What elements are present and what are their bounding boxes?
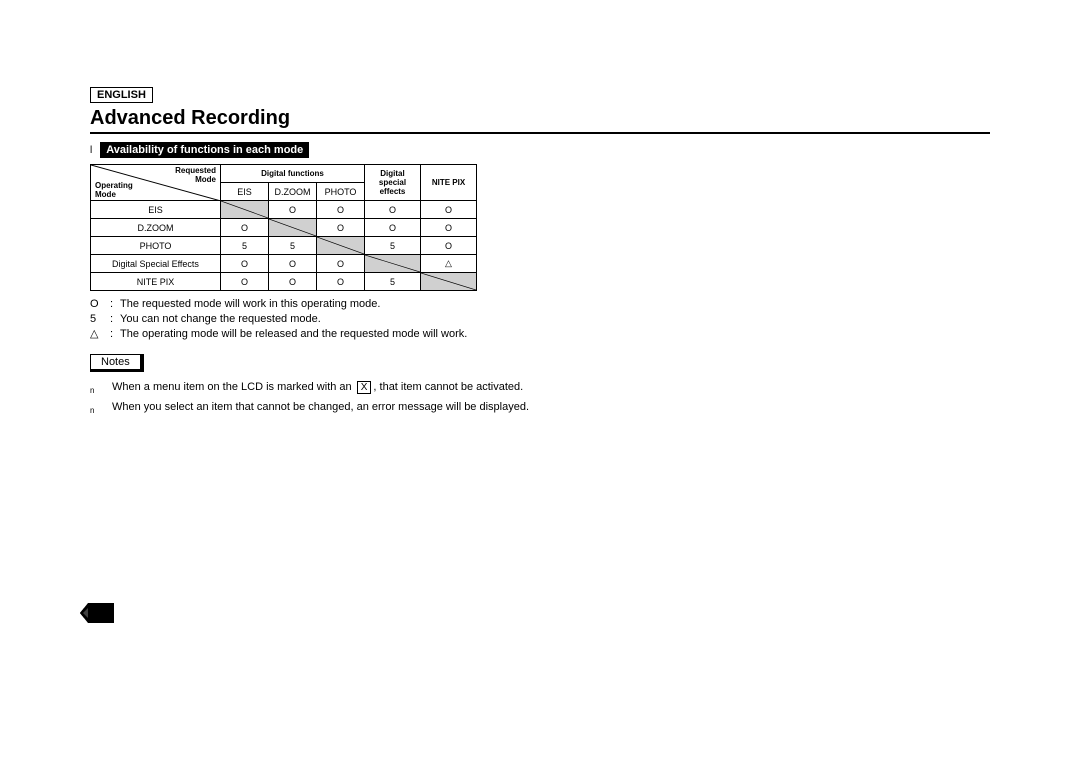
cell: O [365, 201, 421, 219]
cell: O [269, 201, 317, 219]
legend: O : The requested mode will work in this… [90, 297, 990, 342]
col-nite: NITE PIX [421, 165, 477, 201]
row-label: PHOTO [91, 237, 221, 255]
boxed-x-icon: X [357, 381, 372, 394]
table-row: NITE PIX O O O 5 [91, 273, 477, 291]
notes-list: n When a menu item on the LCD is marked … [90, 380, 990, 418]
cell: 5 [269, 237, 317, 255]
availability-table: Requested Mode Operating Mode Digital fu… [90, 164, 477, 291]
legend-ok-text: The requested mode will work in this ope… [120, 297, 380, 312]
cell: O [317, 219, 365, 237]
legend-ok-symbol: O [90, 297, 110, 312]
legend-tri-text: The operating mode will be released and … [120, 327, 467, 342]
col-group-digital: Digital functions [221, 165, 365, 183]
cell: O [365, 219, 421, 237]
row-label: D.ZOOM [91, 219, 221, 237]
cell: O [421, 237, 477, 255]
language-badge: ENGLISH [90, 87, 153, 103]
notes-heading: Notes [90, 354, 144, 372]
table-row: PHOTO 5 5 5 O [91, 237, 477, 255]
col-eis: EIS [221, 183, 269, 201]
table-row: EIS O O O O [91, 201, 477, 219]
corner-cell: Requested Mode Operating Mode [91, 165, 221, 201]
note-item: n When a menu item on the LCD is marked … [90, 380, 990, 398]
cell: 5 [365, 273, 421, 291]
cell: O [269, 255, 317, 273]
corner-requested: Requested [175, 166, 216, 175]
note-bullet: n [90, 380, 100, 398]
section-title: Availability of functions in each mode [100, 142, 309, 158]
table-row: Digital Special Effects O O O △ [91, 255, 477, 273]
cell [421, 273, 477, 291]
corner-mode2: Mode [95, 190, 116, 199]
legend-no-symbol: 5 [90, 312, 110, 327]
col-dzoom: D.ZOOM [269, 183, 317, 201]
cell: O [317, 273, 365, 291]
cell: 5 [221, 237, 269, 255]
cell [365, 255, 421, 273]
cell [269, 219, 317, 237]
cell [221, 201, 269, 219]
cell: O [317, 255, 365, 273]
cell [317, 237, 365, 255]
cell: O [421, 219, 477, 237]
row-label: Digital Special Effects [91, 255, 221, 273]
section-heading-row: l Availability of functions in each mode [90, 142, 990, 158]
section-bullet: l [90, 145, 92, 156]
corner-mode: Mode [195, 175, 216, 184]
cell: O [221, 255, 269, 273]
row-label: EIS [91, 201, 221, 219]
cell: △ [421, 255, 477, 273]
note-text: When a menu item on the LCD is marked wi… [112, 380, 523, 398]
cell: O [317, 201, 365, 219]
note-bullet: n [90, 400, 100, 418]
cell: O [221, 219, 269, 237]
corner-operating: Operating [95, 181, 133, 190]
legend-tri-symbol: △ [90, 327, 110, 342]
col-special: Digital special effects [365, 165, 421, 201]
page-title: Advanced Recording [90, 107, 990, 134]
page-number-badge: 36 [80, 600, 114, 626]
row-label: NITE PIX [91, 273, 221, 291]
note-item: n When you select an item that cannot be… [90, 400, 990, 418]
legend-no-text: You can not change the requested mode. [120, 312, 321, 327]
note-text: When you select an item that cannot be c… [112, 400, 529, 418]
cell: O [221, 273, 269, 291]
table-row: D.ZOOM O O O O [91, 219, 477, 237]
cell: O [421, 201, 477, 219]
col-photo: PHOTO [317, 183, 365, 201]
cell: O [269, 273, 317, 291]
cell: 5 [365, 237, 421, 255]
